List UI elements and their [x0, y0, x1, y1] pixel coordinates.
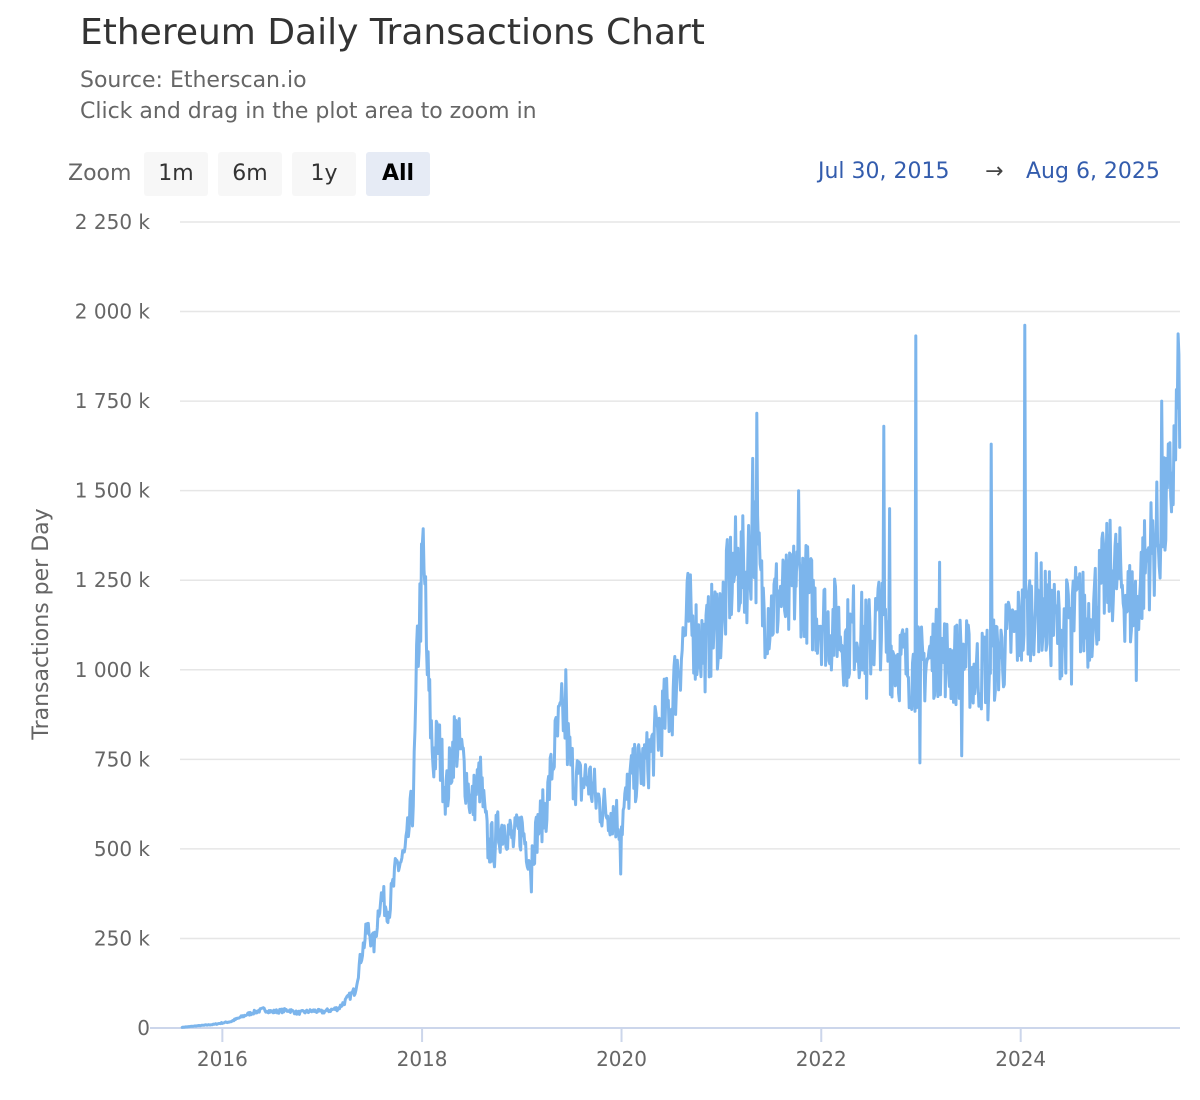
zoom-1m-button[interactable]: 1m	[144, 152, 208, 196]
range-from-input[interactable]: Jul 30, 2015	[818, 159, 950, 184]
y-tick-label: 500 k	[94, 837, 151, 861]
y-tick-label: 1 250 k	[75, 568, 151, 592]
y-tick-label: 0	[137, 1016, 150, 1040]
y-tick-label: 750 k	[94, 747, 151, 771]
y-tick-label: 1 500 k	[75, 479, 151, 503]
y-tick-label: 2 250 k	[75, 210, 151, 234]
y-axis-label: Transactions per Day	[29, 508, 54, 740]
y-tick-label: 1 000 k	[75, 658, 151, 682]
x-tick-label: 2020	[596, 1047, 647, 1071]
chart-subtitle: Source: Etherscan.io	[80, 68, 307, 93]
x-tick-label: 2024	[995, 1047, 1046, 1071]
chart-title: Ethereum Daily Transactions Chart	[80, 12, 705, 53]
zoom-6m-button[interactable]: 6m	[218, 152, 282, 196]
zoom-1y-button[interactable]: 1y	[292, 152, 356, 196]
y-tick-label: 1 750 k	[75, 389, 151, 413]
y-tick-label: 250 k	[94, 926, 151, 950]
x-tick-label: 2016	[197, 1047, 248, 1071]
x-tick-label: 2022	[796, 1047, 847, 1071]
zoom-instruction: Click and drag in the plot area to zoom …	[80, 99, 537, 124]
zoom-all-button[interactable]: All	[366, 152, 430, 196]
zoom-label: Zoom	[68, 161, 132, 186]
series-line	[180, 323, 1182, 1029]
y-tick-label: 2 000 k	[75, 300, 151, 324]
range-to-input[interactable]: Aug 6, 2025	[1026, 159, 1160, 184]
x-tick-label: 2018	[397, 1047, 448, 1071]
range-arrow: →	[985, 159, 1004, 184]
